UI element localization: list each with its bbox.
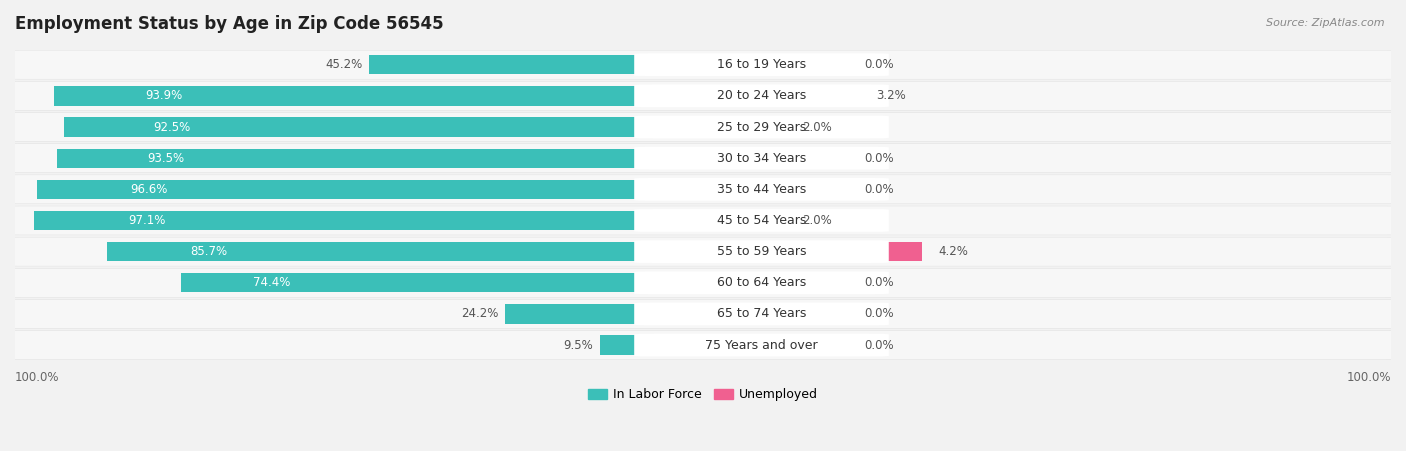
Text: 45.2%: 45.2% — [325, 58, 363, 71]
FancyBboxPatch shape — [7, 206, 1399, 235]
Bar — [662, 86, 860, 106]
Text: 2.0%: 2.0% — [803, 214, 832, 227]
Text: 0.0%: 0.0% — [865, 152, 894, 165]
FancyBboxPatch shape — [634, 209, 889, 232]
FancyBboxPatch shape — [10, 300, 1396, 328]
FancyBboxPatch shape — [7, 237, 1399, 266]
Text: 9.5%: 9.5% — [564, 339, 593, 352]
FancyBboxPatch shape — [7, 268, 1399, 297]
Text: 85.7%: 85.7% — [191, 245, 228, 258]
Text: 93.9%: 93.9% — [146, 89, 183, 102]
Text: 0.0%: 0.0% — [865, 183, 894, 196]
Bar — [662, 148, 848, 168]
Bar — [662, 304, 848, 324]
Legend: In Labor Force, Unemployed: In Labor Force, Unemployed — [583, 383, 823, 406]
Text: 24.2%: 24.2% — [461, 308, 498, 321]
Text: 100.0%: 100.0% — [1347, 371, 1391, 384]
Text: 65 to 74 Years: 65 to 74 Years — [717, 308, 806, 321]
Text: Source: ZipAtlas.com: Source: ZipAtlas.com — [1267, 18, 1385, 28]
Text: 30 to 34 Years: 30 to 34 Years — [717, 152, 806, 165]
Text: 2.0%: 2.0% — [803, 120, 832, 133]
FancyBboxPatch shape — [7, 50, 1399, 79]
Bar — [662, 55, 848, 74]
FancyBboxPatch shape — [10, 331, 1396, 359]
Bar — [55, 86, 662, 106]
Bar — [600, 336, 662, 355]
Text: 0.0%: 0.0% — [865, 58, 894, 71]
FancyBboxPatch shape — [10, 82, 1396, 110]
Bar — [63, 117, 662, 137]
FancyBboxPatch shape — [634, 272, 889, 294]
Text: 92.5%: 92.5% — [153, 120, 190, 133]
FancyBboxPatch shape — [634, 334, 889, 356]
FancyBboxPatch shape — [10, 268, 1396, 297]
FancyBboxPatch shape — [7, 299, 1399, 328]
FancyBboxPatch shape — [10, 113, 1396, 141]
FancyBboxPatch shape — [10, 51, 1396, 79]
Text: 100.0%: 100.0% — [15, 371, 59, 384]
FancyBboxPatch shape — [7, 175, 1399, 204]
FancyBboxPatch shape — [634, 147, 889, 170]
FancyBboxPatch shape — [10, 144, 1396, 172]
Bar — [662, 179, 848, 199]
FancyBboxPatch shape — [7, 81, 1399, 110]
FancyBboxPatch shape — [7, 143, 1399, 173]
Text: 60 to 64 Years: 60 to 64 Years — [717, 276, 806, 289]
Text: 0.0%: 0.0% — [865, 339, 894, 352]
Text: 3.2%: 3.2% — [876, 89, 907, 102]
FancyBboxPatch shape — [7, 331, 1399, 360]
Text: 75 Years and over: 75 Years and over — [706, 339, 818, 352]
Bar — [180, 273, 662, 292]
Text: Employment Status by Age in Zip Code 56545: Employment Status by Age in Zip Code 565… — [15, 15, 444, 33]
FancyBboxPatch shape — [634, 53, 889, 76]
FancyBboxPatch shape — [634, 178, 889, 201]
Bar — [662, 242, 922, 261]
Text: 74.4%: 74.4% — [253, 276, 290, 289]
Text: 45 to 54 Years: 45 to 54 Years — [717, 214, 806, 227]
FancyBboxPatch shape — [634, 84, 889, 107]
Bar — [58, 148, 662, 168]
Text: 97.1%: 97.1% — [128, 214, 166, 227]
Bar — [34, 211, 662, 230]
Text: 35 to 44 Years: 35 to 44 Years — [717, 183, 806, 196]
Text: 55 to 59 Years: 55 to 59 Years — [717, 245, 806, 258]
FancyBboxPatch shape — [7, 112, 1399, 142]
Text: 4.2%: 4.2% — [939, 245, 969, 258]
Text: 16 to 19 Years: 16 to 19 Years — [717, 58, 806, 71]
Text: 0.0%: 0.0% — [865, 276, 894, 289]
FancyBboxPatch shape — [10, 175, 1396, 203]
Bar — [662, 211, 786, 230]
Text: 93.5%: 93.5% — [148, 152, 184, 165]
Bar — [662, 273, 848, 292]
FancyBboxPatch shape — [634, 240, 889, 263]
Text: 0.0%: 0.0% — [865, 308, 894, 321]
Text: 25 to 29 Years: 25 to 29 Years — [717, 120, 806, 133]
Bar — [107, 242, 662, 261]
Bar — [662, 117, 786, 137]
Bar — [37, 179, 662, 199]
FancyBboxPatch shape — [10, 206, 1396, 235]
Bar — [505, 304, 662, 324]
FancyBboxPatch shape — [634, 115, 889, 138]
Bar — [662, 336, 848, 355]
Text: 96.6%: 96.6% — [131, 183, 169, 196]
Bar — [370, 55, 662, 74]
FancyBboxPatch shape — [10, 237, 1396, 266]
FancyBboxPatch shape — [634, 303, 889, 325]
Text: 20 to 24 Years: 20 to 24 Years — [717, 89, 806, 102]
